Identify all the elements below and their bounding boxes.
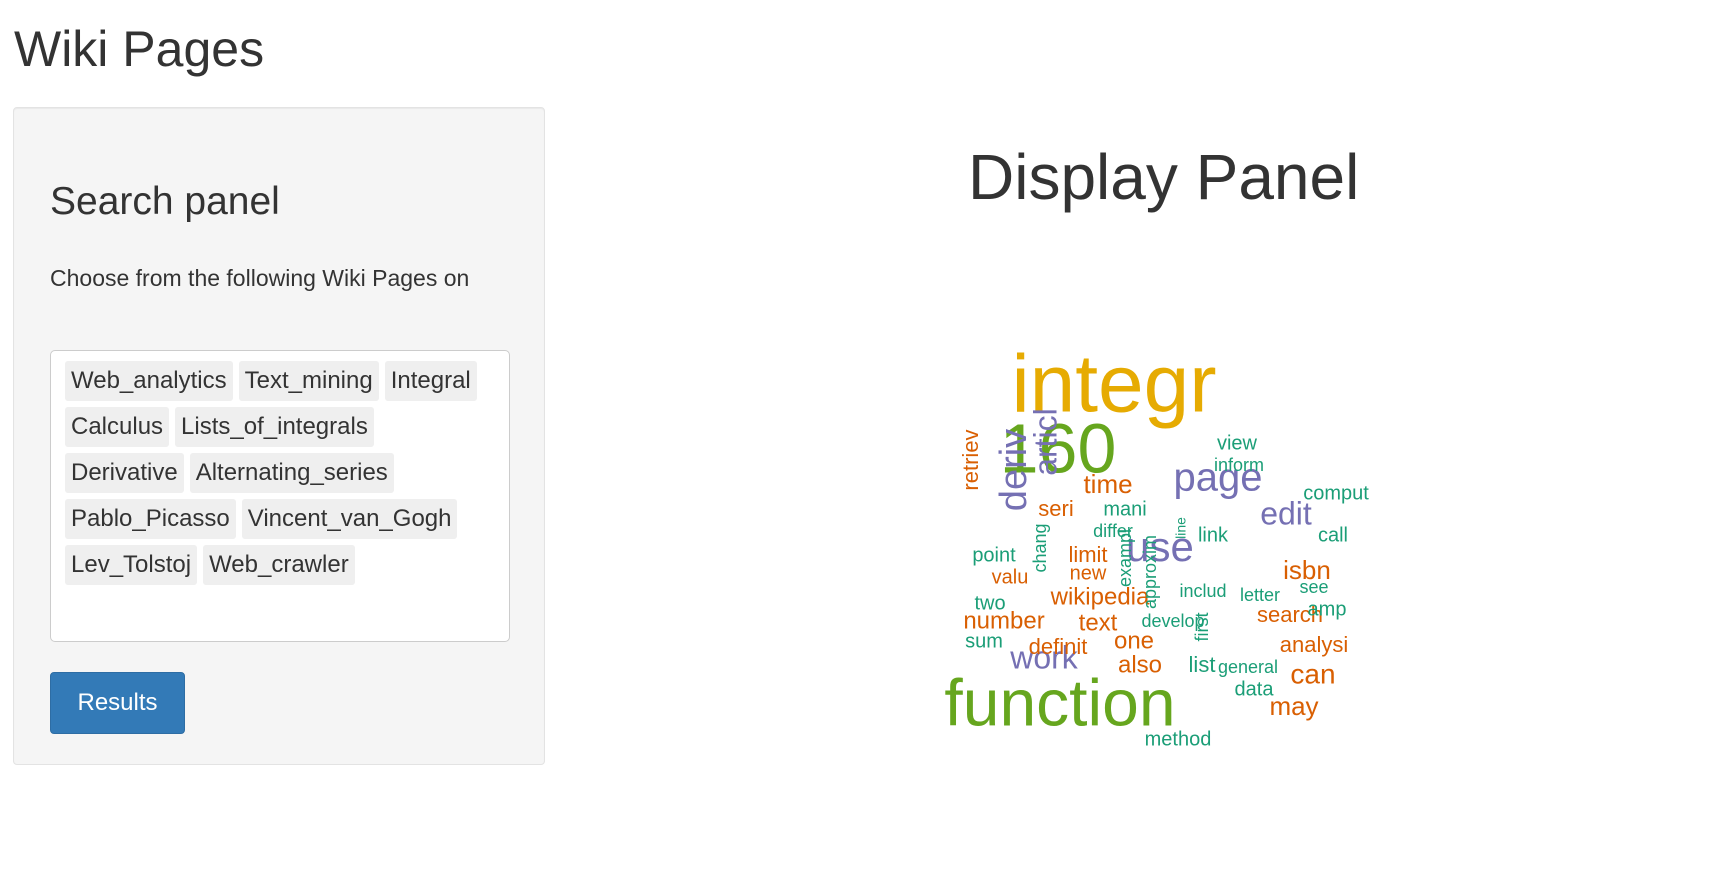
word-cloud-term: chang	[1030, 523, 1050, 572]
word-cloud-term: articl	[1027, 408, 1063, 476]
selected-page-chip[interactable]: Text_mining	[238, 361, 379, 401]
word-cloud-term: analysi	[1280, 632, 1348, 657]
wiki-page-selector[interactable]: Web_analytics Text_mining Integral Calculus…	[50, 350, 510, 642]
word-cloud-term: integr	[1011, 339, 1216, 430]
word-cloud-term: work	[1009, 639, 1079, 675]
word-cloud-term: sum	[965, 630, 1003, 652]
app-title: Wiki Pages	[14, 21, 265, 77]
word-cloud-term: search	[1257, 602, 1323, 627]
word-cloud-term: wikipedia	[1050, 583, 1150, 610]
selected-page-chip[interactable]: Calculus	[65, 407, 170, 447]
word-cloud-term: mani	[1103, 498, 1146, 520]
word-cloud-term: one	[1114, 627, 1154, 654]
word-cloud-term: exampl	[1115, 529, 1135, 587]
selected-page-chip[interactable]: Pablo_Picasso	[65, 499, 236, 539]
word-cloud-term: see	[1299, 577, 1328, 597]
word-cloud-term: isbn	[1283, 555, 1331, 585]
word-cloud-term: letter	[1240, 585, 1280, 605]
selected-page-chip[interactable]: Alternating_series	[189, 453, 394, 493]
selected-page-chip[interactable]: Web_crawler	[203, 545, 355, 585]
word-cloud-term: may	[1269, 691, 1318, 721]
word-cloud-term: also	[1118, 651, 1162, 678]
search-panel-heading: Search panel	[50, 180, 280, 223]
word-cloud-term: limit	[1068, 542, 1107, 567]
word-cloud-term: function	[944, 665, 1175, 739]
word-cloud-term: data	[1235, 678, 1275, 700]
selected-page-chip[interactable]: Integral	[384, 361, 477, 401]
selected-page-chip[interactable]: Vincent_van_Gogh	[241, 499, 458, 539]
word-cloud-term: deriv	[993, 429, 1035, 511]
word-cloud-term: differ	[1093, 521, 1133, 541]
word-cloud-term: page	[1174, 456, 1263, 500]
word-cloud-term: link	[1198, 524, 1229, 546]
word-cloud-term: amp	[1308, 598, 1347, 620]
word-cloud-term: inform	[1214, 455, 1264, 475]
word-cloud-term: time	[1083, 469, 1132, 499]
word-cloud-term: can	[1290, 658, 1335, 689]
word-cloud-term: first	[1192, 613, 1212, 642]
results-button[interactable]: Results	[50, 672, 185, 734]
word-cloud-term: list	[1189, 652, 1216, 677]
word-cloud-term: includ	[1179, 581, 1226, 601]
word-cloud-term: line	[1173, 517, 1189, 539]
word-cloud-term: definit	[1029, 634, 1088, 659]
word-cloud-term: text	[1079, 609, 1118, 636]
selected-page-chip[interactable]: Lists_of_integrals	[175, 407, 374, 447]
word-cloud-term: call	[1318, 524, 1348, 546]
word-cloud-term: number	[963, 607, 1044, 634]
search-panel: Search panel Choose from the following W…	[13, 107, 545, 765]
search-panel-instruction: Choose from the following Wiki Pages on	[50, 265, 470, 291]
selected-page-chip[interactable]: Derivative	[65, 453, 184, 493]
word-cloud-term: general	[1218, 657, 1278, 677]
word-cloud-term: approxim	[1140, 535, 1160, 609]
selected-page-chip[interactable]: Lev_Tolstoj	[65, 545, 198, 585]
word-cloud-term: retriev	[958, 429, 983, 490]
word-cloud-term: develop	[1141, 611, 1204, 631]
word-cloud-term: point	[972, 544, 1016, 566]
word-cloud-term: view	[1217, 432, 1258, 454]
selected-page-chip[interactable]: Web_analytics	[65, 361, 233, 401]
word-cloud-term: two	[974, 592, 1005, 614]
word-cloud-term: 160	[1000, 409, 1117, 487]
word-cloud-term: use	[1126, 523, 1194, 570]
word-cloud-term: edit	[1260, 495, 1312, 531]
word-cloud-term: new	[1070, 562, 1107, 584]
word-cloud-term: seri	[1038, 496, 1073, 521]
word-cloud-term: method	[1145, 728, 1212, 750]
display-panel-title: Display Panel	[968, 141, 1360, 213]
word-cloud-term: valu	[992, 566, 1029, 588]
word-cloud-term: comput	[1303, 482, 1369, 504]
